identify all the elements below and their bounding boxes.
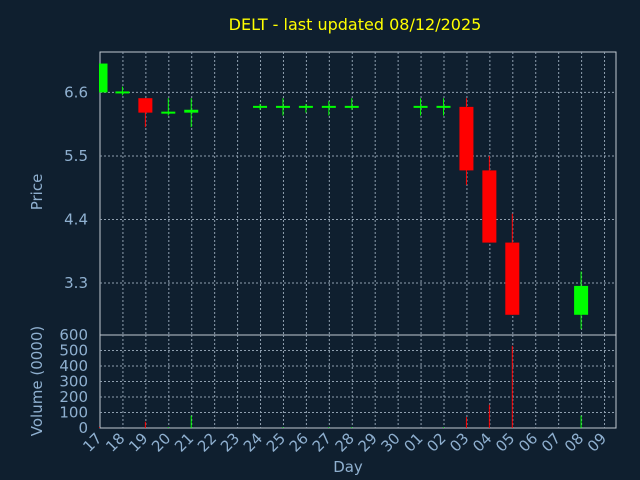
candle-body <box>482 170 497 243</box>
x-axis-ticks: 1718192021222324252627282930010203040506… <box>79 429 610 455</box>
x-axis-label: Day <box>333 458 363 476</box>
volume-tick-label: 0 <box>78 419 88 437</box>
volume-tick-label: 300 <box>59 373 88 391</box>
volume-bars <box>99 345 582 428</box>
price-y-ticks: 6.6 5.5 4.4 3.3 <box>64 83 88 292</box>
candle-body <box>99 63 108 93</box>
candle-body <box>459 106 474 171</box>
price-panel-frame <box>99 51 617 336</box>
price-tick-label: 3.3 <box>64 274 88 292</box>
price-tick-label: 4.4 <box>64 210 88 228</box>
volume-tick-label: 500 <box>59 342 88 360</box>
volume-grid <box>100 335 616 428</box>
candle-body <box>574 285 589 315</box>
price-tick-label: 5.5 <box>64 147 88 165</box>
volume-tick-label: 100 <box>59 404 88 422</box>
candle-body <box>138 98 153 113</box>
volume-tick-label: 400 <box>59 357 88 375</box>
candle-body <box>184 109 199 113</box>
x-tick-label: 09 <box>584 429 610 455</box>
candle-body <box>505 242 520 315</box>
price-axis-label: Price <box>28 174 46 211</box>
price-grid <box>100 52 616 335</box>
volume-axis-label: Volume (0000) <box>28 326 46 436</box>
volume-tick-label: 600 <box>59 326 88 344</box>
candles <box>99 63 589 330</box>
chart-title: DELT - last updated 08/12/2025 <box>229 15 482 34</box>
volume-tick-label: 200 <box>59 388 88 406</box>
price-tick-label: 6.6 <box>64 83 88 101</box>
